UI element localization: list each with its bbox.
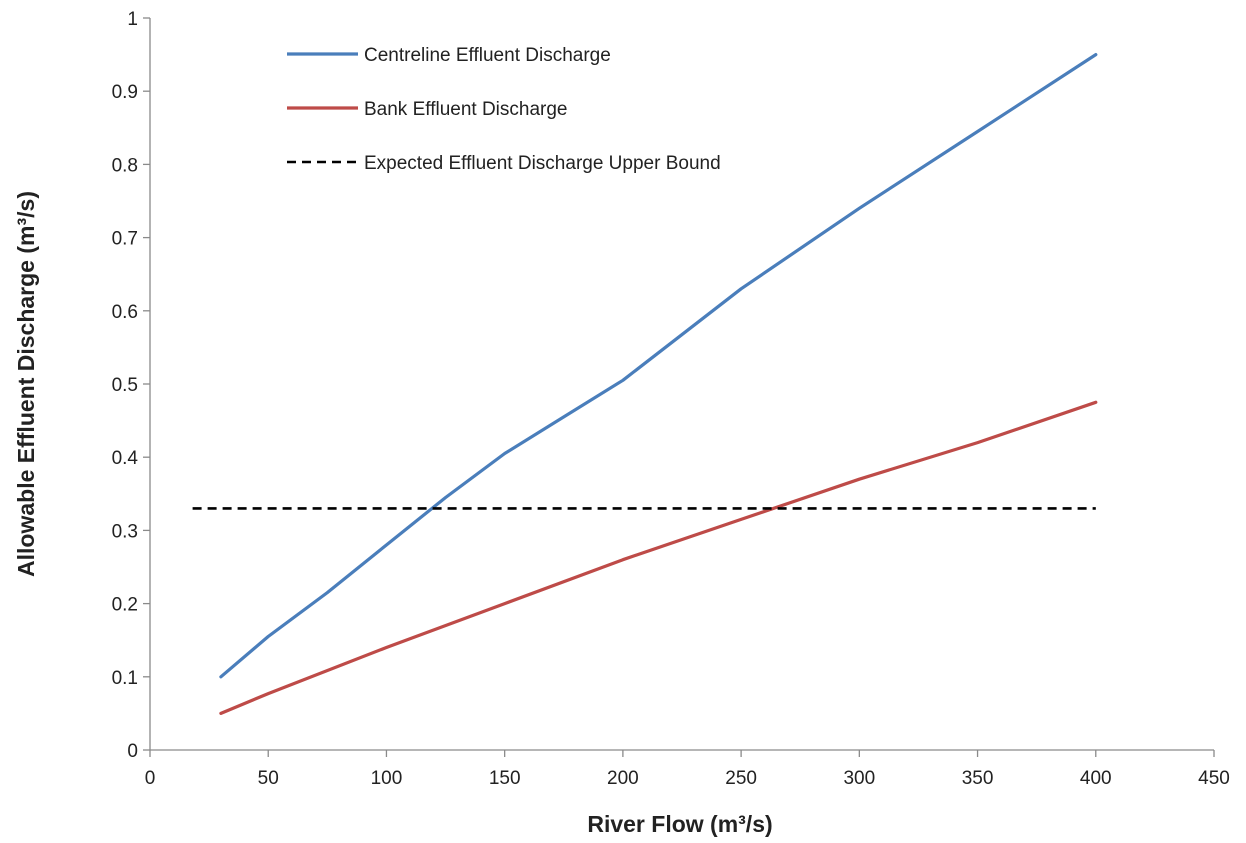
y-tick-label: 1 [127,9,138,30]
series-line-bank-effluent-discharge [219,400,1098,716]
y-tick-label: 0.9 [112,82,138,103]
y-tick-label: 0 [127,741,138,762]
y-tick-label: 0.1 [112,668,138,689]
x-tick-label: 350 [962,768,994,789]
series-line-centreline-effluent-discharge [219,52,1098,679]
axes: 0 0.1 0.2 0.3 0.4 0.5 0.6 0.7 0.8 0.9 1 0 50 100 150 20… [112,9,1230,789]
legend-label-centreline-effluent-discharge: Centreline Effluent Discharge [364,45,611,66]
y-tick-label: 0.6 [112,302,138,323]
x-tick-label: 150 [489,768,521,789]
y-tick-label: 0.5 [112,375,138,396]
x-tick-label: 200 [607,768,639,789]
y-tick-label: 0.2 [112,595,138,616]
legend: Centreline Effluent Discharge Bank Efflue… [287,45,721,174]
x-tick-label: 300 [843,768,875,789]
y-axis-title: Allowable Effluent Discharge (m³/s) [13,191,39,577]
series-layer [192,52,1098,716]
legend-label-bank-effluent-discharge: Bank Effluent Discharge [364,99,568,120]
x-tick-label: 400 [1080,768,1112,789]
x-tick-label: 0 [145,768,156,789]
legend-label-expected-effluent-discharge-upper-bound: Expected Effluent Discharge Upper Bound [364,153,721,174]
y-tick-label: 0.7 [112,229,138,250]
y-tick-label: 0.3 [112,521,138,542]
x-tick-label: 250 [725,768,757,789]
x-tick-label: 50 [258,768,279,789]
x-axis-title: River Flow (m³/s) [587,811,772,837]
y-tick-label: 0.4 [112,448,139,469]
x-tick-label: 100 [371,768,403,789]
y-tick-label: 0.8 [112,155,138,176]
x-tick-label: 450 [1198,768,1230,789]
